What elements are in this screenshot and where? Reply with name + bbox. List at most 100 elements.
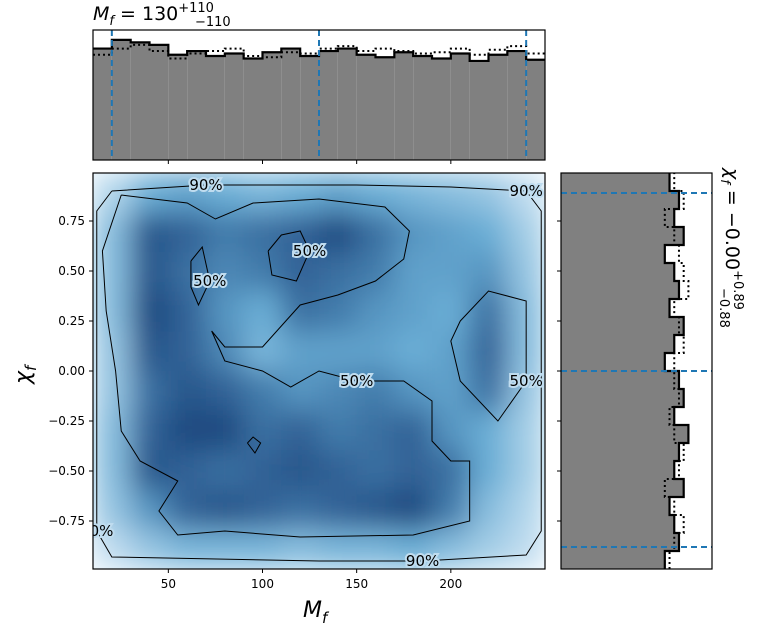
heat-cell <box>93 371 132 412</box>
heat-cell <box>243 252 282 293</box>
heat-cell <box>319 212 358 253</box>
heat-cell <box>281 489 320 530</box>
contour-label: 90% <box>80 522 113 540</box>
heat-cell <box>243 291 282 332</box>
y-tick-label: −0.50 <box>48 464 85 478</box>
contour-line <box>190 245 211 307</box>
heat-cell <box>130 291 169 332</box>
right-frame <box>560 172 713 570</box>
heat-cell <box>469 212 508 253</box>
x-tick-label: 200 <box>439 577 462 591</box>
heat-cell <box>243 489 282 530</box>
heat-cell <box>206 529 245 569</box>
top-title: Mf = 130+110 −110 <box>93 1 231 30</box>
heat-cell <box>319 331 358 372</box>
x-label-sub: f <box>322 609 330 627</box>
heat-cell <box>168 291 207 332</box>
heat-cell <box>206 331 245 372</box>
heat-cell <box>356 291 395 332</box>
hist-bar <box>224 53 244 160</box>
heat-cell <box>206 252 245 293</box>
heat-cell <box>319 371 358 412</box>
main-frame <box>92 172 546 570</box>
x-tick-label: 100 <box>251 577 274 591</box>
heat-cell <box>469 173 508 214</box>
title-symbol-sub: f <box>717 179 732 186</box>
y-tick-label: 0.25 <box>58 314 85 328</box>
right-title-group: χf = −0.00+0.89−0.88 <box>716 167 745 328</box>
y-label-sub: f <box>22 363 40 371</box>
heat-cell <box>432 529 471 569</box>
heat-cell <box>93 212 132 253</box>
heat-cell <box>281 410 320 451</box>
heat-cell <box>394 331 433 372</box>
hist-bar <box>432 58 451 160</box>
heat-cell <box>243 173 282 214</box>
heat-cell <box>93 489 132 530</box>
y-tick-label: 0.50 <box>58 264 85 278</box>
heat-cell <box>319 291 358 332</box>
heat-cell <box>319 489 358 530</box>
hist-bar <box>561 281 679 299</box>
contour-line <box>96 184 542 562</box>
heat-cell <box>469 252 508 293</box>
heat-cell <box>168 410 207 451</box>
y-tick-label: −0.25 <box>48 414 85 428</box>
hist-dotted-line <box>663 173 690 569</box>
heat-cell <box>206 173 245 214</box>
heat-cell <box>168 331 207 372</box>
hist-bar <box>149 44 169 160</box>
contour-line <box>267 230 311 282</box>
contour-label: 90% <box>189 176 222 194</box>
heat-cell <box>206 371 245 412</box>
hist-bar <box>337 48 357 161</box>
hist-bar <box>561 209 675 227</box>
heat-cell <box>507 252 545 293</box>
plot-layer: 50 100 150 200 −0.75 −0.50 −0.25 0.00 0.25 0.50 0.… <box>48 30 712 591</box>
hist-bar <box>111 39 131 160</box>
heat-cell <box>356 450 395 491</box>
hist-bar <box>375 57 395 160</box>
y-axis-label-group: χf <box>11 363 40 385</box>
hist-bar <box>281 48 301 161</box>
heat-cell <box>93 410 132 451</box>
heat-cell <box>206 489 245 530</box>
y-tick-label: −0.75 <box>48 514 85 528</box>
hist-bar <box>561 407 675 425</box>
heat-cell <box>469 450 508 491</box>
heat-cell <box>93 252 132 293</box>
heat-cell <box>469 371 508 412</box>
title-lower: −110 <box>195 15 231 30</box>
heat-cell <box>130 529 169 569</box>
contour-line <box>247 436 262 454</box>
heat-cell <box>469 489 508 530</box>
heat-cell <box>507 173 545 214</box>
heat-cell <box>206 212 245 253</box>
hist-bar <box>319 51 338 160</box>
heat-cell <box>168 252 207 293</box>
heat-cell <box>356 173 395 214</box>
heat-cell <box>432 291 471 332</box>
title-symbol-sub: f <box>109 14 116 29</box>
heat-cell <box>469 410 508 451</box>
heat-cell <box>130 410 169 451</box>
title-lower: −0.88 <box>716 288 731 328</box>
heat-cell <box>243 529 282 569</box>
heat-cell <box>469 291 508 332</box>
hist-bar <box>561 335 675 353</box>
heat-cell <box>432 489 471 530</box>
heat-cell <box>394 212 433 253</box>
heat-cell <box>206 410 245 451</box>
hist-bar <box>526 59 545 160</box>
hist-bar <box>561 245 665 263</box>
hist-bar <box>450 53 470 160</box>
contour-label: 50% <box>509 372 542 390</box>
heat-cell <box>432 173 471 214</box>
hist-bar <box>488 54 508 161</box>
heat-cell <box>93 291 132 332</box>
hist-bar <box>507 51 527 160</box>
hist-bar <box>561 461 675 479</box>
heat-cell <box>130 450 169 491</box>
heat-cell <box>469 331 508 372</box>
heat-cell <box>93 450 132 491</box>
